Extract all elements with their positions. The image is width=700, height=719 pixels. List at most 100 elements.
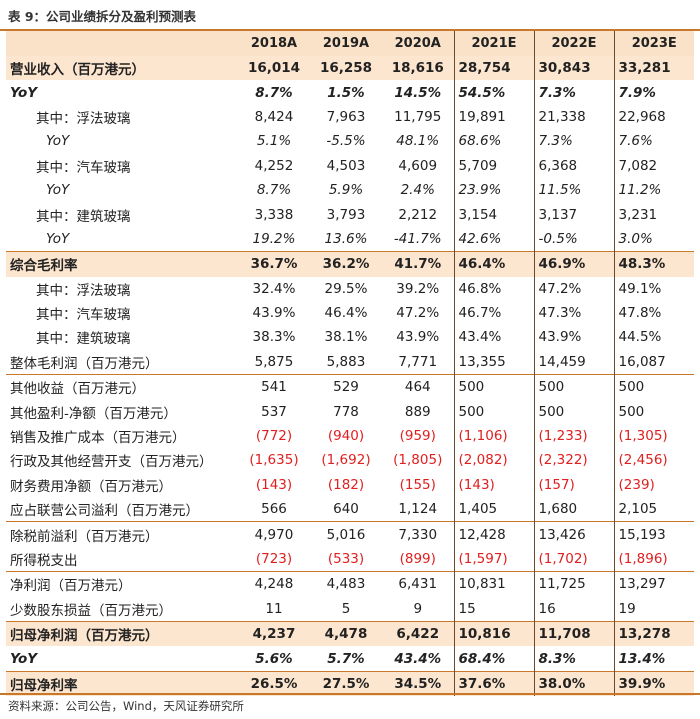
value-cell: (2,322) <box>533 448 614 473</box>
value-cell: -5.5% <box>326 133 366 150</box>
value-cell: 4,503 <box>326 157 366 174</box>
table-row: 综合毛利率 36.7% 36.2% 41.7% 46.4% 46.9% 48.3% <box>6 251 694 277</box>
value-cell: (899) <box>399 551 436 567</box>
value-cell: 13,297 <box>613 571 694 597</box>
value-cell: 3,154 <box>453 202 534 227</box>
value-cell: 32.4% <box>252 280 296 297</box>
value-cell: 7,330 <box>382 521 454 547</box>
value-cell: (723) <box>255 551 293 567</box>
table-row: 其他收益（百万港元） 541 529 464 500 500 500 <box>6 374 694 400</box>
table-row: 其中：汽车玻璃 4,252 4,503 4,609 5,709 6,368 7,082 <box>6 153 694 178</box>
table-row: YoY 5.6% 5.7% 43.4% 68.4% 8.3% 13.4% <box>6 646 694 672</box>
bottom-accent-rule <box>0 693 700 695</box>
value-cell: 23.9% <box>453 177 534 203</box>
value-cell: -0.5% <box>533 226 614 252</box>
value-cell: 500 <box>453 374 534 400</box>
table-row: 销售及推广成本（百万港元） (772) (940) (959) (1,106) (1,23… <box>6 423 694 449</box>
value-cell: 42.6% <box>453 226 534 252</box>
value-cell: 47.2% <box>533 276 614 301</box>
value-cell: 9 <box>413 600 423 617</box>
table-row: 行政及其他经营开支（百万港元） (1,635) (1,692) (1,805) (2,0… <box>6 448 694 473</box>
value-cell: (1,233) <box>533 423 614 449</box>
row-label: 少数股东损益（百万港元） <box>10 602 172 619</box>
value-cell: 14,459 <box>533 349 614 375</box>
table-row: 整体毛利润（百万港元） 5,875 5,883 7,771 13,355 14,459 16… <box>6 349 694 375</box>
row-label: 归母净利率 <box>6 670 238 697</box>
value-cell: 6,431 <box>382 571 454 597</box>
value-cell: 4,478 <box>310 620 382 647</box>
value-cell: 11.2% <box>613 177 694 203</box>
value-cell: (157) <box>533 472 614 498</box>
value-cell: 13,426 <box>533 521 614 547</box>
table-row: 其中：浮法玻璃 8,424 7,963 11,795 19,891 21,338 22,96… <box>6 104 694 130</box>
row-label: 其他盈利-净额（百万港元） <box>10 405 177 422</box>
value-cell: 6,422 <box>382 620 454 647</box>
table-row: 其中：汽车玻璃 43.9% 46.4% 47.2% 46.7% 47.3% 47.8% <box>6 300 694 326</box>
value-cell: 8.7% <box>255 84 293 101</box>
value-cell: 39.2% <box>396 280 440 297</box>
value-cell: 3.0% <box>613 226 694 252</box>
header-year-2019A: 2019A <box>310 31 382 56</box>
value-cell: 3,338 <box>254 206 294 223</box>
value-cell: 28,754 <box>453 56 534 81</box>
value-cell: 47.8% <box>613 300 694 326</box>
row-label: 其中：建筑玻璃 <box>36 208 131 225</box>
value-cell: 21,338 <box>533 104 614 130</box>
value-cell: 5.1% <box>256 133 292 150</box>
value-cell: 889 <box>404 403 431 420</box>
value-cell: 500 <box>453 399 534 424</box>
value-cell: 43.9% <box>533 325 614 350</box>
value-cell: 16,014 <box>238 56 310 81</box>
value-cell: (1,702) <box>533 546 614 572</box>
row-label: 销售及推广成本（百万港元） <box>10 430 186 447</box>
value-cell: 12,428 <box>453 521 534 547</box>
row-label: YoY <box>46 133 70 150</box>
row-label: 应占联营公司溢利（百万港元） <box>10 503 199 520</box>
row-label: 其中：浮法玻璃 <box>36 282 131 299</box>
row-label: 其他收益（百万港元） <box>6 374 238 400</box>
value-cell: 15 <box>453 596 534 622</box>
header-year-2018A: 2018A <box>238 31 310 56</box>
value-cell: 13.6% <box>324 230 368 247</box>
value-cell: 529 <box>310 374 382 400</box>
value-cell: (533) <box>327 551 365 567</box>
table-row: 财务费用净额（百万港元） (143) (182) (155) (143) (157) (23… <box>6 472 694 498</box>
value-cell: 4,237 <box>238 620 310 647</box>
value-cell: 11 <box>265 600 283 617</box>
row-label: 行政及其他经营开支（百万港元） <box>10 454 213 471</box>
value-cell: 1.5% <box>327 84 365 101</box>
value-cell: 541 <box>238 374 310 400</box>
value-cell: 1,405 <box>453 497 534 522</box>
value-cell: 5,883 <box>326 353 366 370</box>
table-row: YoY 8.7% 1.5% 14.5% 54.5% 7.3% 7.9% <box>6 80 694 105</box>
value-cell: 2,105 <box>613 497 694 522</box>
value-cell: 49.1% <box>613 276 694 301</box>
value-cell: 5,709 <box>453 153 534 178</box>
value-cell: 5,875 <box>254 353 294 370</box>
value-cell: 13,355 <box>453 349 534 375</box>
value-cell: 7,963 <box>326 108 366 125</box>
value-cell: 500 <box>613 399 694 424</box>
value-cell: 54.5% <box>453 80 534 105</box>
row-label: 其中：建筑玻璃 <box>36 331 131 348</box>
value-cell: (143) <box>255 476 293 493</box>
value-cell: 3,231 <box>613 202 694 227</box>
value-cell: 1,124 <box>398 501 438 518</box>
row-label: 所得税支出 <box>10 553 78 569</box>
top-accent-rule <box>0 29 700 31</box>
table-row: 营业收入（百万港元） 16,014 16,258 18,616 28,754 30,843… <box>6 56 694 81</box>
value-cell: (182) <box>327 476 365 493</box>
row-label: 其中：汽车玻璃 <box>36 159 131 176</box>
value-cell: 2.4% <box>400 182 435 199</box>
header-year-2020A: 2020A <box>382 31 454 56</box>
value-cell: 43.9% <box>252 305 296 322</box>
value-cell: 7.3% <box>533 80 614 105</box>
value-cell: 18,616 <box>382 56 454 81</box>
value-cell: 37.6% <box>453 670 534 697</box>
table-row: 除税前溢利（百万港元） 4,970 5,016 7,330 12,428 13,426 15… <box>6 521 694 547</box>
value-cell: 38.1% <box>324 329 368 346</box>
value-cell: 46.4% <box>324 305 368 322</box>
value-cell: 11,708 <box>533 620 614 647</box>
header-year-2022E: 2022E <box>533 31 614 56</box>
table-row: 其他盈利-净额（百万港元） 537 778 889 500 500 500 <box>6 399 694 424</box>
